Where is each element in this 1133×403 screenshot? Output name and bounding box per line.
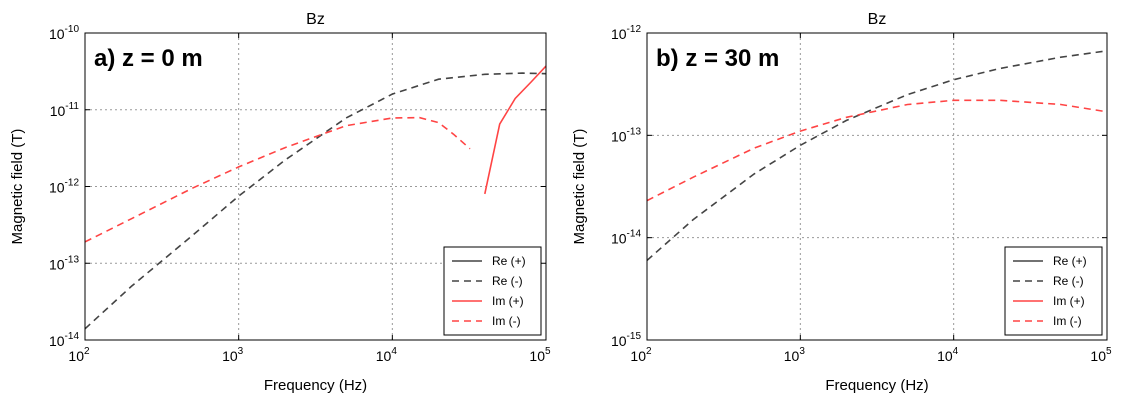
y-tick-exponent: -13: [65, 254, 80, 265]
x-tick-label: 105: [529, 346, 551, 364]
y-axis-label: Magnetic field (T): [9, 129, 26, 245]
x-tick-exponent: 3: [799, 346, 805, 357]
y-tick-exponent: -11: [65, 101, 79, 112]
x-tick-base: 10: [1090, 348, 1106, 364]
y-tick-base: 10: [49, 333, 65, 349]
y-tick-exponent: -15: [627, 331, 642, 342]
y-tick-label: 10-10: [49, 24, 79, 42]
y-tick-base: 10: [611, 128, 627, 144]
panel-label: a) z = 0 m: [94, 45, 203, 72]
y-tick-label: 10-14: [49, 331, 79, 349]
series-line-reminus: [647, 50, 1107, 261]
y-tick-exponent: -12: [65, 178, 80, 189]
x-tick-base: 10: [68, 348, 84, 364]
series-line-reminus: [85, 72, 546, 330]
x-tick-exponent: 3: [238, 346, 244, 357]
y-tick-label: 10-13: [611, 126, 641, 144]
x-tick-label: 103: [222, 346, 244, 364]
y-tick-label: 10-11: [50, 101, 80, 119]
y-tick-exponent: -13: [627, 126, 642, 137]
legend-entry: Im (+): [1053, 294, 1085, 308]
x-tick-label: 105: [1090, 346, 1112, 364]
legend-entry: Re (-): [1053, 274, 1084, 288]
x-tick-label: 104: [937, 346, 959, 364]
y-tick-label: 10-13: [49, 254, 79, 272]
series-layer: [85, 65, 546, 330]
x-axis-label: Frequency (Hz): [825, 377, 928, 394]
legend-entry: Im (-): [492, 314, 521, 328]
x-tick-exponent: 2: [646, 346, 652, 357]
series-line-imminus: [85, 116, 471, 243]
series-line-imminus: [647, 99, 1107, 202]
plot-frame: [646, 32, 1108, 341]
y-tick-base: 10: [49, 180, 65, 196]
x-tick-label: 102: [68, 346, 90, 364]
chart-panel-0: 102 103 104 10510-1410-1310-1210-1110-10Bza…: [9, 11, 551, 394]
y-tick-label: 10-12: [49, 178, 79, 196]
chart-title: Bz: [306, 11, 325, 28]
series-layer: [647, 50, 1107, 261]
y-tick-base: 10: [49, 256, 65, 272]
x-tick-base: 10: [784, 348, 800, 364]
legend-entry: Im (-): [1053, 314, 1082, 328]
y-tick-exponent: -14: [627, 229, 642, 240]
x-tick-exponent: 4: [391, 346, 397, 357]
legend-entry: Re (-): [492, 274, 523, 288]
x-tick-label: 102: [630, 346, 652, 364]
y-tick-base: 10: [611, 333, 627, 349]
legend: Re (+) Re (-) Im (+) Im (-): [443, 246, 542, 336]
y-axis-label: Magnetic field (T): [571, 129, 588, 245]
chart-title: Bz: [868, 11, 887, 28]
y-tick-base: 10: [50, 103, 66, 119]
x-tick-base: 10: [376, 348, 392, 364]
legend: Re (+) Re (-) Im (+) Im (-): [1004, 246, 1103, 336]
y-tick-exponent: -12: [627, 24, 642, 35]
x-tick-base: 10: [937, 348, 953, 364]
x-tick-exponent: 5: [1106, 346, 1112, 357]
y-tick-base: 10: [49, 26, 65, 42]
x-tick-base: 10: [630, 348, 646, 364]
y-tick-label: 10-14: [611, 229, 641, 247]
x-axis-label: Frequency (Hz): [264, 377, 367, 394]
y-tick-base: 10: [611, 26, 627, 42]
x-tick-label: 104: [376, 346, 398, 364]
x-tick-exponent: 4: [953, 346, 959, 357]
y-tick-label: 10-15: [611, 331, 641, 349]
y-tick-exponent: -14: [65, 331, 80, 342]
x-tick-exponent: 2: [84, 346, 90, 357]
y-tick-base: 10: [611, 231, 627, 247]
legend-entry: Re (+): [1053, 254, 1087, 268]
panel-label: b) z = 30 m: [656, 45, 779, 72]
y-tick-label: 10-12: [611, 24, 641, 42]
y-tick-exponent: -10: [65, 24, 80, 35]
x-tick-exponent: 5: [545, 346, 551, 357]
x-tick-label: 103: [784, 346, 806, 364]
legend-entry: Re (+): [492, 254, 526, 268]
x-tick-base: 10: [222, 348, 238, 364]
x-tick-base: 10: [529, 348, 545, 364]
legend-entry: Im (+): [492, 294, 524, 308]
series-line-implus: [484, 65, 546, 195]
